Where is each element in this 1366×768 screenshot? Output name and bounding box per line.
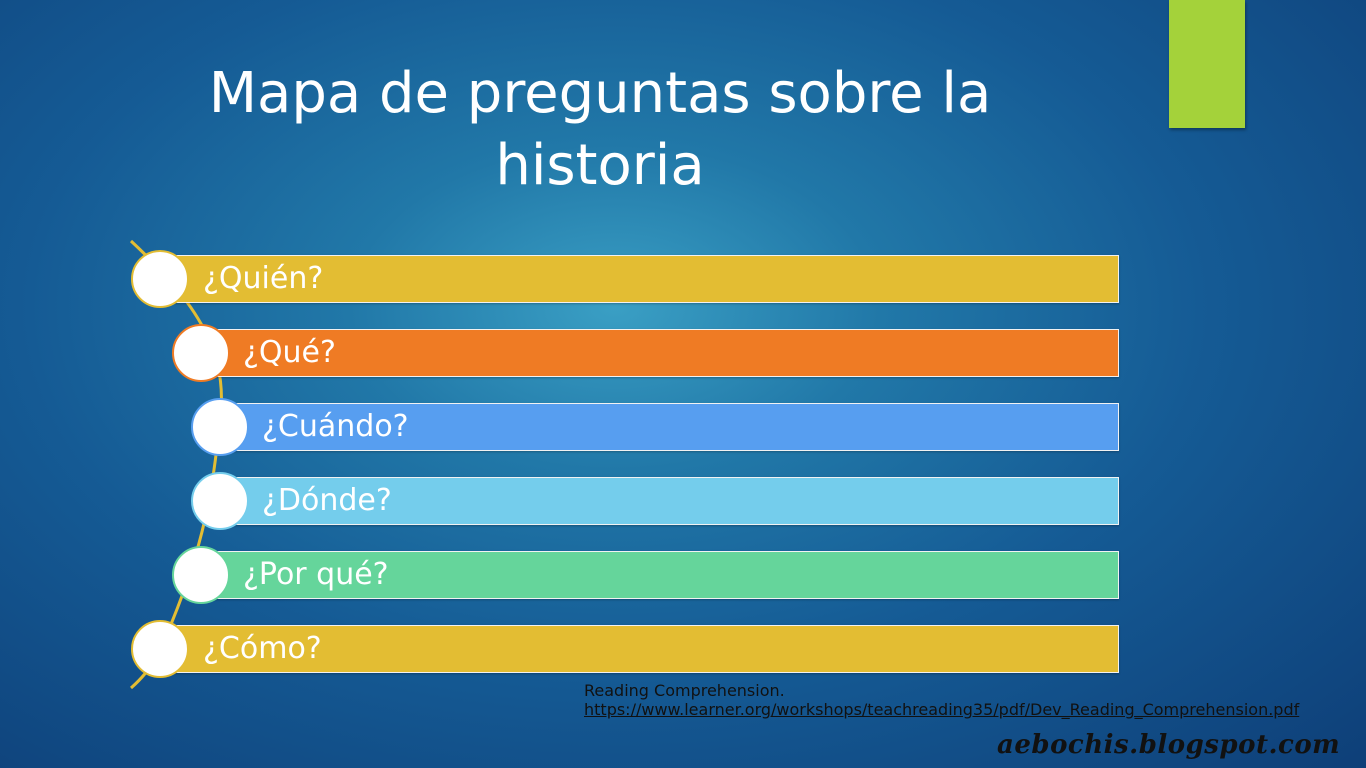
question-label: ¿Dónde? <box>262 483 392 518</box>
watermark-text: aebochis.blogspot.com <box>997 730 1341 760</box>
question-circle <box>172 324 230 382</box>
slide-title: Mapa de preguntas sobre la historia <box>208 61 992 198</box>
question-bar: ¿Qué? <box>201 329 1119 377</box>
question-bar: ¿Dónde? <box>220 477 1119 525</box>
citation: Reading Comprehension. https://www.learn… <box>584 681 1299 719</box>
question-circle <box>191 472 249 530</box>
question-bar: ¿Cómo? <box>160 625 1119 673</box>
question-bar: ¿Por qué? <box>201 551 1119 599</box>
question-circle <box>131 250 189 308</box>
question-circle <box>131 620 189 678</box>
question-circle <box>191 398 249 456</box>
citation-text: Reading Comprehension. <box>584 681 785 700</box>
question-label: ¿Quién? <box>203 261 324 296</box>
question-label: ¿Cómo? <box>203 631 322 666</box>
question-label: ¿Cuándo? <box>262 409 409 444</box>
question-label: ¿Por qué? <box>243 557 389 592</box>
accent-block <box>1169 0 1245 128</box>
question-circle <box>172 546 230 604</box>
question-bar: ¿Quién? <box>160 255 1119 303</box>
citation-link[interactable]: https://www.learner.org/workshops/teachr… <box>584 700 1300 719</box>
question-bar: ¿Cuándo? <box>220 403 1119 451</box>
question-label: ¿Qué? <box>243 335 336 370</box>
